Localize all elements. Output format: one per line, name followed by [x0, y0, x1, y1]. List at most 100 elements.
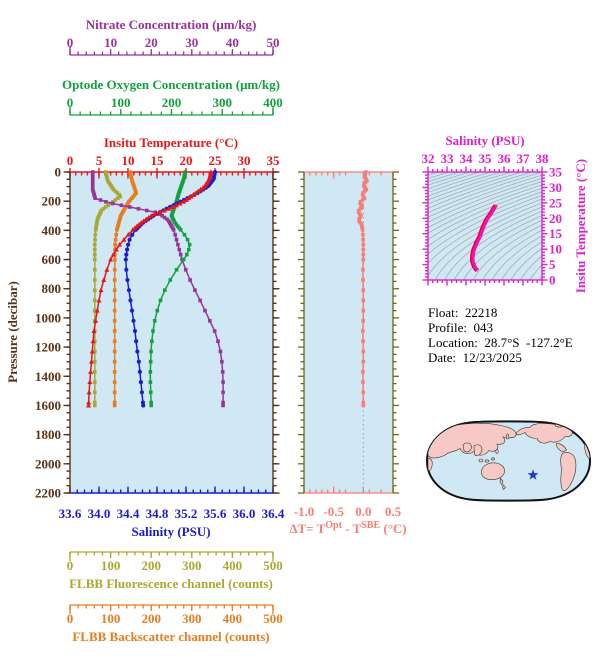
svg-text:100: 100 — [111, 95, 131, 110]
svg-text:0: 0 — [549, 273, 556, 288]
ts-isopycnal-contours — [428, 172, 542, 280]
backscatter-profile — [112, 170, 138, 408]
map-indonesia — [478, 458, 484, 463]
svg-text:400: 400 — [223, 611, 243, 626]
svg-text:5: 5 — [549, 257, 556, 272]
fluorescence-axis-title: FLBB Fluorescence channel (counts) — [69, 576, 273, 591]
svg-text:25: 25 — [549, 195, 563, 210]
delta-t-title-part: ΔT= T — [289, 521, 325, 536]
ts-salinity-axis-title: Salinity (PSU) — [445, 133, 524, 148]
svg-text:200: 200 — [141, 558, 161, 573]
salinity-frame-axis: 33.6 34.0 34.4 34.8 35.2 35.6 36.0 36.4 — [59, 486, 285, 521]
svg-text:36.4: 36.4 — [262, 506, 285, 521]
svg-text:0: 0 — [67, 558, 74, 573]
delta-t-frame: -1.0 -0.5 0.0 0.5 — [294, 171, 402, 519]
svg-text:38: 38 — [536, 151, 550, 166]
svg-text:1800: 1800 — [35, 427, 61, 442]
float-info: Float: 22218 Profile: 043 Location: 28.7… — [428, 305, 573, 365]
oxygen-profile — [148, 170, 192, 408]
svg-text:2200: 2200 — [35, 486, 61, 501]
pressure-axis-title: Pressure (decibar) — [5, 281, 20, 383]
svg-text:20: 20 — [180, 153, 193, 168]
svg-text:20: 20 — [549, 211, 562, 226]
salinity-axis-title: Salinity (PSU) — [131, 524, 210, 539]
svg-text:30: 30 — [238, 153, 251, 168]
nitrate-axis: 0 10 20 30 40 50 — [67, 35, 280, 56]
svg-text:33: 33 — [441, 151, 455, 166]
svg-text:34.8: 34.8 — [146, 506, 169, 521]
map-indonesia — [491, 457, 495, 461]
delta_t-profile — [356, 170, 369, 408]
svg-text:35.6: 35.6 — [204, 506, 227, 521]
svg-text:10: 10 — [104, 35, 117, 50]
map-land — [427, 421, 590, 491]
svg-text:35.2: 35.2 — [175, 506, 198, 521]
svg-text:36.0: 36.0 — [233, 506, 256, 521]
svg-text:34: 34 — [460, 151, 474, 166]
delta-t-title-sup-opt: Opt — [325, 520, 342, 531]
profile-plot-frame: 0 5 10 15 20 25 30 35 33.6 34.0 34.4 34.8 35.2 35.6 36… — [35, 153, 285, 521]
svg-text:300: 300 — [213, 95, 233, 110]
svg-text:1600: 1600 — [35, 398, 61, 413]
svg-text:0: 0 — [67, 95, 74, 110]
map-australia — [480, 462, 505, 480]
svg-text:0: 0 — [67, 35, 74, 50]
map-indochina — [473, 444, 483, 456]
nitrate-axis-title: Nitrate Concentration (μm/kg) — [86, 17, 257, 32]
svg-text:800: 800 — [42, 281, 62, 296]
svg-text:0: 0 — [67, 611, 74, 626]
map-eurasia — [427, 423, 517, 459]
svg-text:5: 5 — [96, 153, 103, 168]
svg-text:10: 10 — [549, 242, 562, 257]
svg-text:1000: 1000 — [35, 310, 61, 325]
map-indonesia — [484, 459, 490, 463]
float-location-star — [527, 469, 539, 480]
svg-text:0: 0 — [67, 153, 74, 168]
nitrate-profile — [90, 170, 225, 408]
svg-text:34.0: 34.0 — [88, 506, 111, 521]
profile-number-line: Profile: 043 — [428, 320, 493, 335]
date-line: Date: 12/23/2025 — [428, 350, 522, 365]
svg-text:1400: 1400 — [35, 369, 61, 384]
svg-text:10: 10 — [122, 153, 135, 168]
svg-text:300: 300 — [182, 558, 202, 573]
map-japan — [505, 433, 510, 440]
svg-text:1200: 1200 — [35, 340, 61, 355]
map-philippines — [495, 449, 499, 454]
svg-text:35: 35 — [267, 153, 281, 168]
svg-text:35: 35 — [479, 151, 493, 166]
svg-text:600: 600 — [42, 252, 62, 267]
svg-text:50: 50 — [267, 35, 280, 50]
backscatter-axis: 0 100 200 300 400 500 — [67, 604, 283, 626]
svg-text:400: 400 — [263, 95, 283, 110]
svg-text:2000: 2000 — [35, 456, 61, 471]
temperature-profile — [86, 169, 214, 408]
svg-text:400: 400 — [223, 558, 243, 573]
svg-text:500: 500 — [263, 611, 283, 626]
svg-text:500: 500 — [263, 558, 283, 573]
oxygen-axis-title: Optode Oxygen Concentration (μm/kg) — [62, 77, 280, 92]
world-map — [425, 420, 592, 502]
svg-text:200: 200 — [42, 194, 62, 209]
delta-t-title-sup-sbe: SBE — [361, 520, 380, 531]
svg-text:0.5: 0.5 — [385, 504, 402, 519]
map-new-zealand — [499, 477, 506, 491]
svg-text:20: 20 — [145, 35, 158, 50]
svg-text:30: 30 — [185, 35, 198, 50]
svg-text:30: 30 — [549, 180, 562, 195]
map-north-america — [515, 423, 573, 444]
svg-text:33.6: 33.6 — [59, 506, 82, 521]
svg-text:40: 40 — [226, 35, 239, 50]
svg-text:400: 400 — [42, 223, 62, 238]
svg-text:25: 25 — [209, 153, 223, 168]
svg-text:200: 200 — [141, 611, 161, 626]
map-india — [462, 442, 472, 453]
svg-text:37: 37 — [517, 151, 531, 166]
location-line: Location: 28.7°S -127.2°E — [428, 335, 573, 350]
ts-curve — [469, 204, 498, 272]
svg-text:0: 0 — [55, 165, 62, 180]
map-africa-edge-left — [427, 458, 433, 471]
